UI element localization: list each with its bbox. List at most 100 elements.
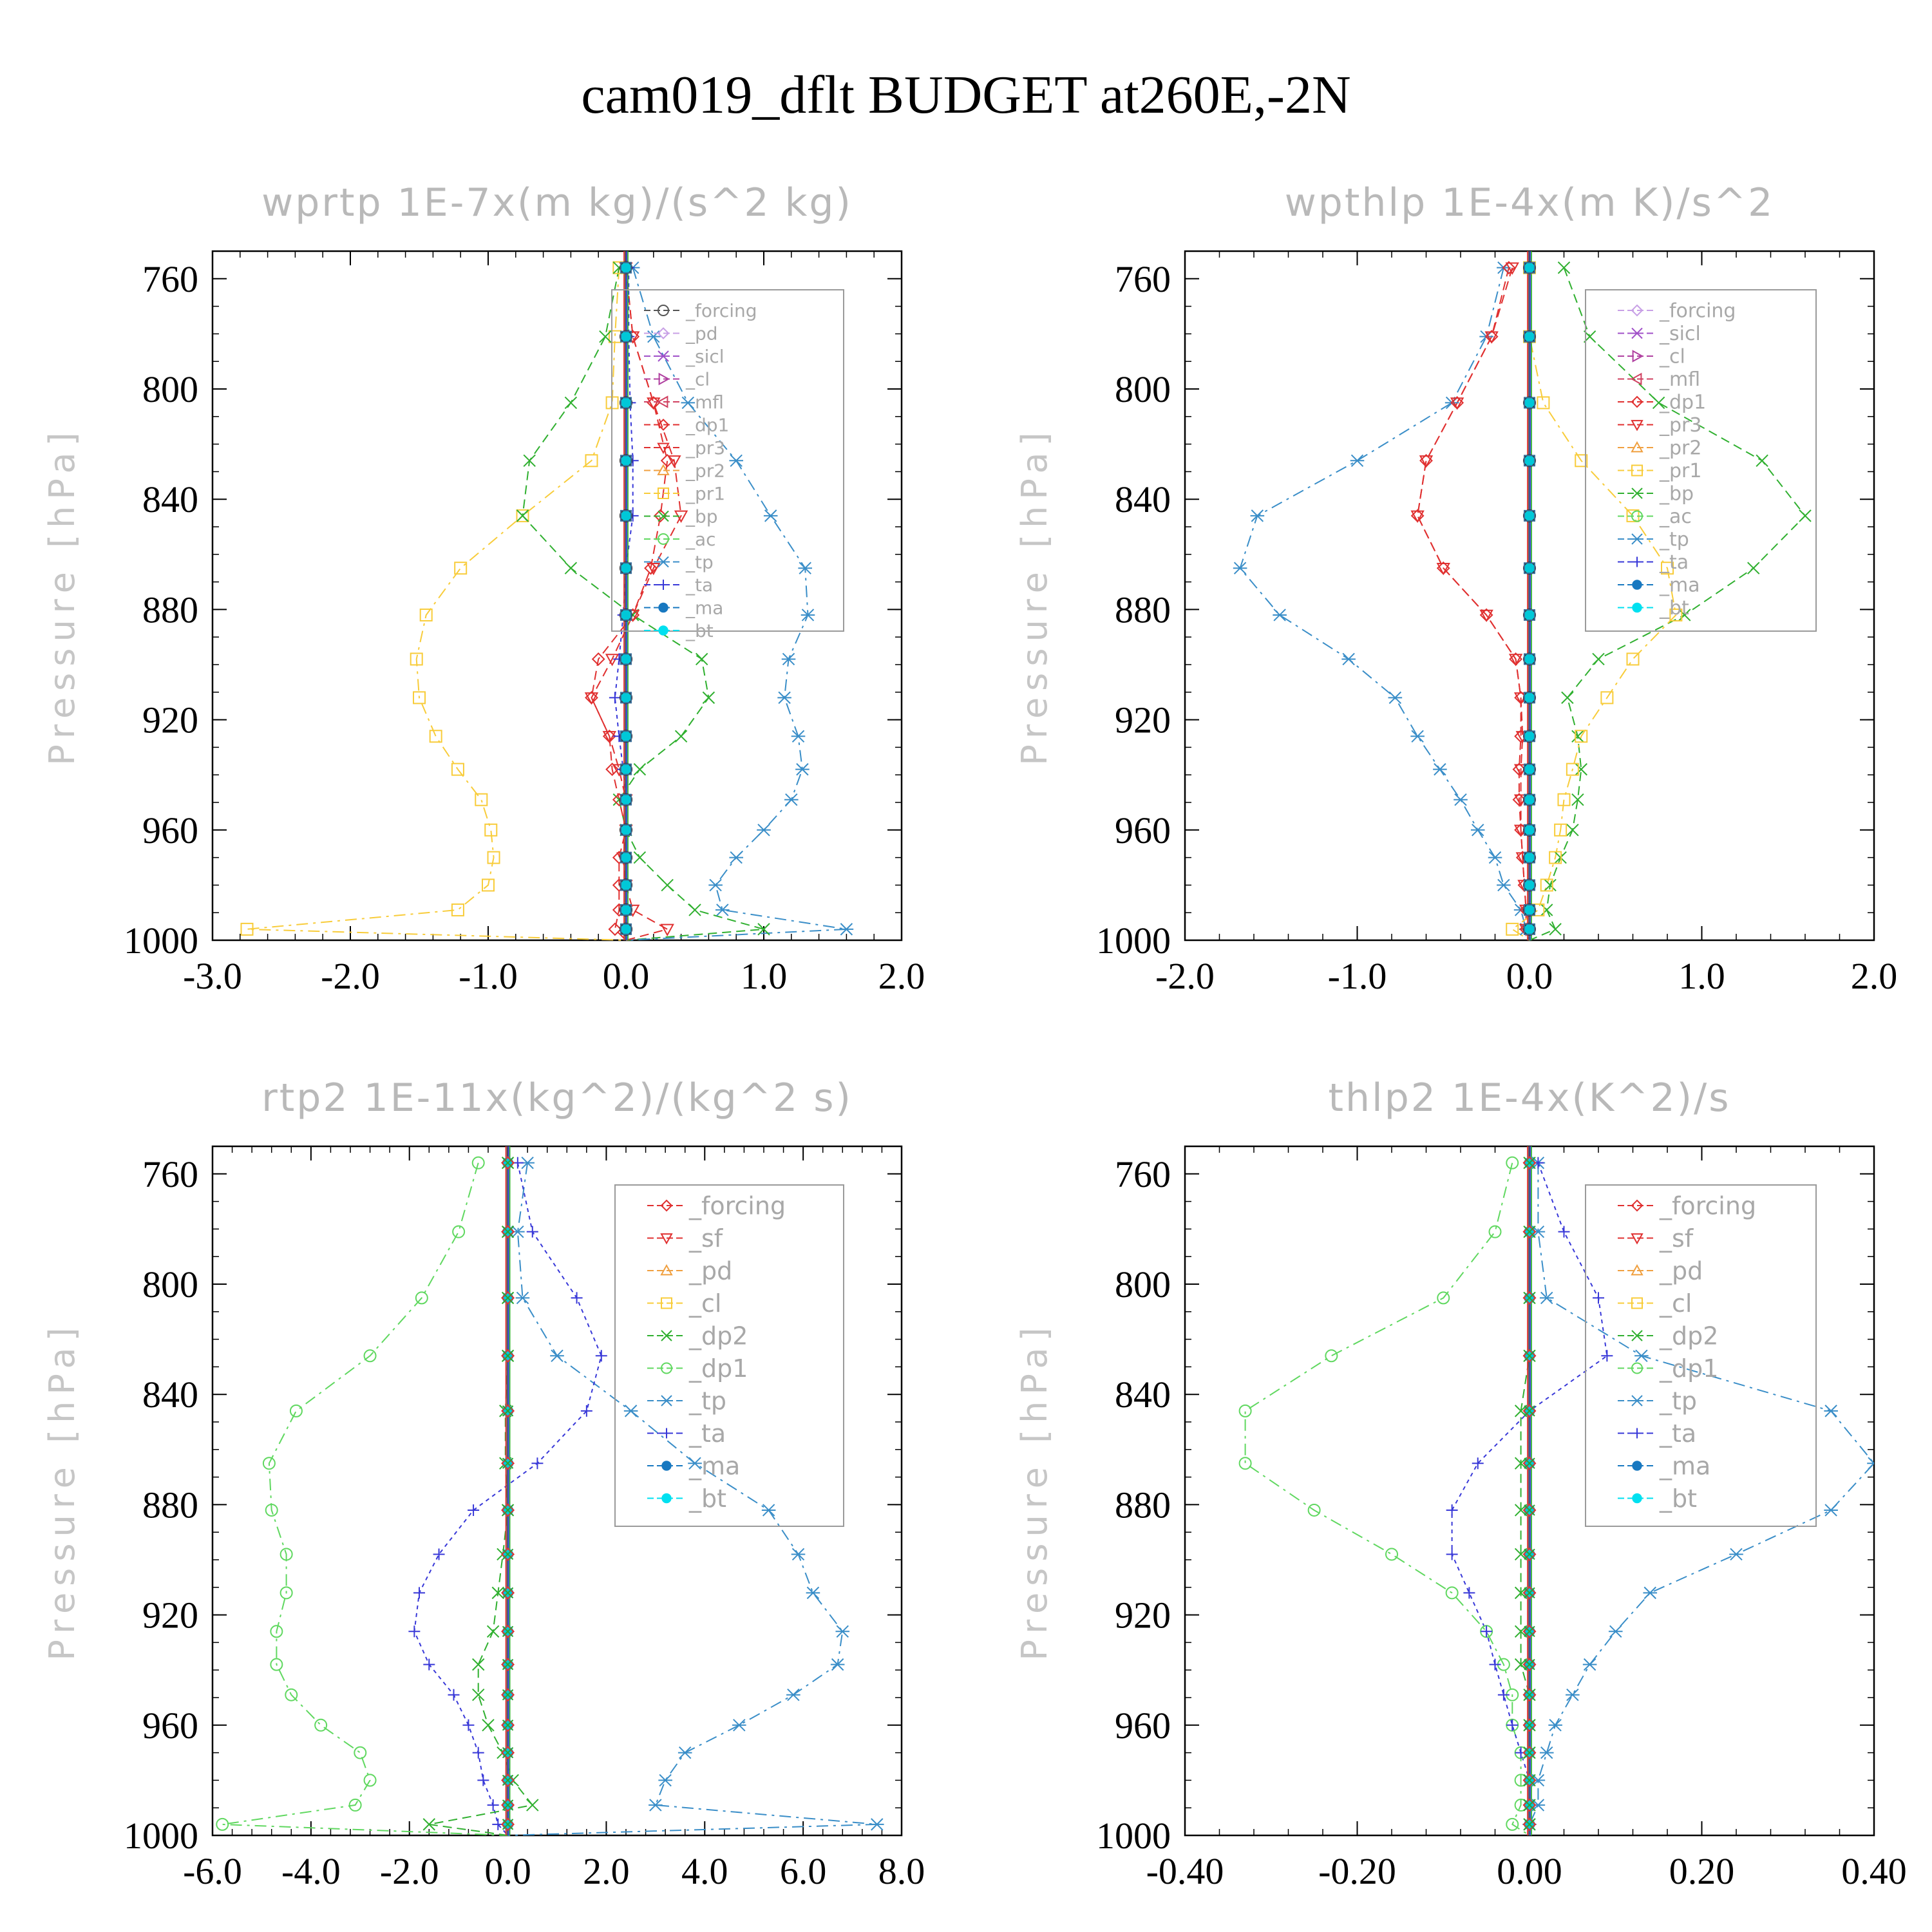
data-point_tp: [1388, 691, 1403, 705]
panel-title: rtp2 1E-11x(kg^2)/(kg^2 s): [261, 1075, 853, 1121]
series-line_bp: [1529, 267, 1806, 941]
data-point_tp: [1566, 1689, 1580, 1701]
legend-marker: [1631, 1233, 1643, 1245]
data-point_stack: [502, 1504, 514, 1516]
data-point_ta: [462, 1719, 475, 1731]
data-point_tp: [623, 1405, 638, 1417]
data-point_stack: [1524, 1658, 1535, 1671]
legend-label: _ac: [1659, 506, 1692, 528]
data-point_pr3: [647, 563, 661, 576]
data-point_tp: [715, 904, 730, 916]
legend-marker: [1631, 1330, 1643, 1341]
series-line_tp: [507, 1162, 877, 1836]
legend-label: _dp1: [685, 414, 729, 435]
data-point_ta: [595, 1350, 607, 1362]
y-tick-label: 840: [1115, 478, 1171, 520]
legend-marker: [657, 419, 670, 431]
legend-label: _pr2: [685, 460, 725, 481]
y-tick-label: 880: [1115, 1484, 1171, 1526]
data-point_pr1: [1575, 454, 1588, 468]
x-tick-label: 0.20: [1669, 1850, 1735, 1892]
data-point_stack: [1524, 692, 1535, 704]
legend-label: _pr3: [685, 437, 725, 459]
data-point_tp: [791, 1548, 806, 1561]
x-tick-label: 1.0: [741, 955, 788, 997]
data-point_bp: [1799, 509, 1812, 522]
data-point_forcing: [501, 1548, 515, 1561]
data-point_stack: [1524, 793, 1535, 806]
data-point_stack: [620, 851, 632, 864]
data-point_pr1: [451, 762, 464, 776]
y-tick-label: 1000: [124, 1815, 198, 1857]
data-point_tp: [784, 793, 799, 806]
y-tick-label: 840: [142, 1374, 198, 1416]
data-point_stack: [1524, 1226, 1535, 1238]
data-point_pr1: [585, 454, 598, 468]
data-point_pr3: [584, 692, 599, 705]
data-point_dp1: [1512, 762, 1526, 777]
y-tick-label: 960: [142, 810, 198, 851]
data-point_stack: [502, 1548, 514, 1560]
legend-label: _bt: [685, 620, 714, 641]
legend-marker: [1631, 420, 1643, 431]
legend-label: _forcing: [688, 1191, 786, 1220]
data-point_tp: [786, 1689, 800, 1701]
legend-marker: [658, 510, 669, 522]
legend-label: _pd: [1659, 1256, 1703, 1285]
legend-label: _cl: [688, 1289, 721, 1318]
plot-frame: [211, 250, 903, 942]
data-point_stack: [502, 1689, 514, 1701]
data-point_forcing: [1522, 1156, 1537, 1170]
data-point_dp1: [471, 1156, 485, 1170]
chart-panel-4: thlp2 1E-4x(K^2)/s Pressure [hPa] -0.40 -0.…: [1014, 1075, 1907, 1892]
y-tick-label: 800: [1115, 1264, 1171, 1305]
data-point_forcing: [1522, 1291, 1537, 1305]
data-point_tp: [835, 1625, 850, 1638]
data-point_dp1: [1325, 1349, 1338, 1363]
data-point_ta: [1446, 1504, 1458, 1516]
data-point_dp1: [348, 1798, 362, 1812]
legend-marker: [1632, 580, 1642, 590]
data-point_bp: [1592, 652, 1605, 666]
data-point_pr1: [1554, 823, 1567, 837]
panel-title: thlp2 1E-4x(K^2)/s: [1328, 1075, 1730, 1121]
legend-label: _bt: [1659, 597, 1689, 620]
data-point_dp1: [216, 1817, 229, 1831]
legend-marker: [1631, 464, 1643, 477]
data-point_bp: [599, 330, 612, 343]
data-point_pr1: [1669, 608, 1683, 621]
series-line_dp2: [1520, 1162, 1530, 1835]
data-point_stack: [620, 330, 632, 343]
data-point_dp1: [279, 1586, 293, 1600]
series-line_tp: [1529, 1162, 1874, 1835]
legend-label: _ma: [688, 1452, 740, 1480]
data-point_stack: [502, 1405, 514, 1417]
data-point_pr1: [454, 562, 468, 575]
data-point_dp1: [591, 652, 605, 666]
data-point_forcing: [1522, 1586, 1537, 1600]
data-point_dp1: [1238, 1404, 1252, 1417]
data-point_tp: [658, 1774, 672, 1787]
y-tick-label: 920: [1115, 699, 1171, 741]
data-point_dp1: [1506, 1817, 1519, 1831]
data-point_forcing: [501, 1349, 515, 1363]
series-group: [1238, 1146, 1874, 1836]
series-group: [1233, 251, 1812, 941]
series-line_dp2: [429, 1162, 534, 1836]
data-point_dp1: [289, 1404, 303, 1417]
data-point_forcing: [1522, 1798, 1537, 1812]
data-point_dp1: [1445, 1586, 1459, 1600]
data-point_pr1: [1537, 396, 1550, 410]
data-point_tp: [761, 1504, 776, 1517]
legend-label: _ta: [1659, 1419, 1696, 1448]
data-point_forcing: [501, 1291, 515, 1305]
data-point_stack: [1524, 1719, 1535, 1731]
legend-label: _pr1: [685, 483, 725, 504]
data-point_stack: [620, 793, 632, 806]
data-point_ta: [433, 1548, 445, 1560]
data-point_stack: [620, 879, 632, 891]
y-tick-label: 760: [142, 1153, 198, 1195]
x-tick-label: 2.0: [878, 955, 925, 997]
legend-marker: [661, 1461, 672, 1471]
legend-marker: [661, 1493, 672, 1504]
